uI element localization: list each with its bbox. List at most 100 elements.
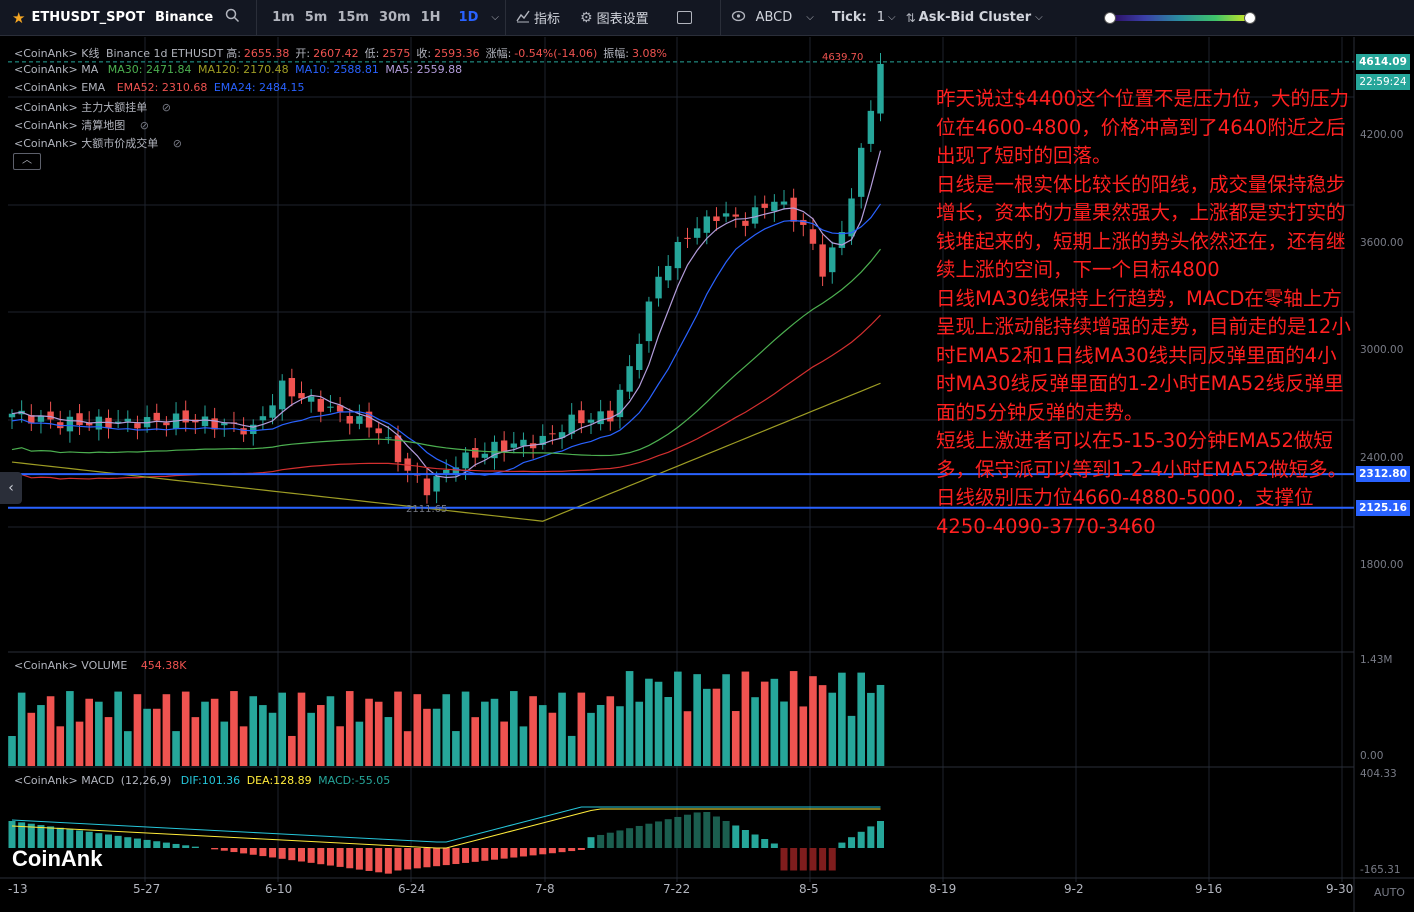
cluster-icon[interactable]: ⇅ <box>905 10 916 25</box>
volume-bar <box>249 696 258 766</box>
chevron-down-icon[interactable]: ⌵ <box>491 12 499 23</box>
macd-hist-bar <box>799 848 807 871</box>
eye-off-icon[interactable]: ⊘ <box>161 101 171 114</box>
volume-bar <box>56 726 65 766</box>
candle-body <box>713 216 720 222</box>
candle-body <box>317 398 324 412</box>
hline-price-tag-1[interactable]: 2312.80 <box>1356 466 1410 482</box>
eye-off-icon[interactable]: ⊘ <box>139 119 149 132</box>
candlestick-chart[interactable] <box>0 37 1414 912</box>
kline-open-label: 开: <box>295 47 311 60</box>
hidden-indicator-3[interactable]: <CoinAnk> 大额市价成交单 ⊘ <box>14 135 185 151</box>
search-icon[interactable] <box>225 8 240 27</box>
volume-bar <box>741 671 750 766</box>
candle-body <box>780 201 788 205</box>
screenshot-icon[interactable] <box>676 11 692 24</box>
macd-hist-bar <box>539 848 547 855</box>
macd-hist-bar <box>114 835 122 848</box>
hidden-indicator-1[interactable]: <CoinAnk> 主力大额挂单 ⊘ <box>14 99 174 115</box>
timeframe-1h[interactable]: 1H <box>420 10 441 25</box>
candle-body <box>37 415 45 422</box>
volume-bar <box>423 708 431 766</box>
macd-hist-bar <box>664 819 672 848</box>
indicators-icon[interactable] <box>516 9 530 27</box>
volume-bar <box>220 721 229 766</box>
macd-hist-bar <box>298 848 305 862</box>
price-axis-label: 2400.00 <box>1360 452 1404 464</box>
cluster-dropdown[interactable]: Ask-Bid Cluster <box>918 10 1032 25</box>
candle-body <box>336 405 344 412</box>
hidden-indicator-2[interactable]: <CoinAnk> 清算地图 ⊘ <box>14 117 152 133</box>
timeframe-30m[interactable]: 30m <box>378 10 411 25</box>
candle-body <box>153 412 160 421</box>
volume-label: <CoinAnk> VOLUME <box>14 659 128 672</box>
favorite-star-icon[interactable]: ★ <box>12 8 26 27</box>
current-price-tag: 4614.09 <box>1356 54 1410 70</box>
macd-hist-bar <box>867 826 875 848</box>
kline-legend: <CoinAnk> K线 Binance 1d ETHUSDT 高: 2655.38… <box>14 45 670 61</box>
volume-bar <box>606 696 615 766</box>
heatmap-color-range-slider[interactable] <box>1103 11 1256 24</box>
macd-hist-bar <box>191 846 199 848</box>
timeframe-15m[interactable]: 15m <box>337 10 369 25</box>
symbol-name[interactable]: ETHUSDT_SPOT <box>31 10 145 25</box>
collapse-legend-button[interactable]: ︿ <box>13 153 41 170</box>
volume-bar <box>66 691 74 766</box>
candle-body <box>491 441 498 459</box>
timeframe-1m[interactable]: 1m <box>272 10 295 25</box>
range-handle-left[interactable] <box>1103 11 1116 24</box>
volume-bar <box>751 697 759 766</box>
macd-hist-bar <box>336 848 344 867</box>
volume-bar <box>307 712 315 766</box>
macd-hist-bar <box>722 821 730 848</box>
time-axis-label: 5-27 <box>133 882 161 896</box>
macd-hist-bar <box>346 848 354 869</box>
auto-scale-button[interactable]: AUTO <box>1374 886 1405 899</box>
volume-bar <box>703 688 711 766</box>
macd-hist-bar <box>741 830 749 848</box>
volume-bar <box>519 726 528 766</box>
drawing-chevron-down-icon[interactable]: ⌵ <box>806 12 814 23</box>
candle-body <box>356 416 363 424</box>
macd-hist-bar <box>626 828 634 848</box>
chart-area[interactable] <box>0 37 1414 912</box>
macd-hist-bar <box>471 848 479 862</box>
macd-hist-bar <box>413 848 421 869</box>
volume-bar <box>616 706 624 766</box>
timeframe-1d[interactable]: 1D <box>458 10 479 25</box>
exchange-name[interactable]: Binance <box>154 10 214 25</box>
hline-price-tag-2[interactable]: 2125.16 <box>1356 500 1410 516</box>
volume-bar <box>471 717 479 766</box>
volume-bar <box>317 705 325 766</box>
timeframe-5m[interactable]: 5m <box>304 10 328 25</box>
indicators-button[interactable]: 指标 <box>533 12 560 27</box>
volume-bar <box>432 708 441 766</box>
candle-body <box>211 418 218 430</box>
time-axis-label: -13 <box>8 882 28 896</box>
eye-off-icon[interactable]: ⊘ <box>172 137 182 150</box>
kline-high-label: 高: <box>226 47 241 60</box>
volume-bar <box>876 684 885 766</box>
candle-body <box>751 207 759 224</box>
macd-hist-bar <box>838 842 846 848</box>
gear-icon[interactable]: ⚙ <box>580 9 593 26</box>
tick-chevron-down-icon[interactable]: ⌵ <box>888 12 896 23</box>
tick-value[interactable]: 1 <box>876 10 885 25</box>
volume-bar <box>191 717 200 766</box>
candle-body <box>742 220 749 226</box>
drawing-tool-icon[interactable] <box>731 10 746 26</box>
volume-bar <box>162 694 171 766</box>
volume-bar <box>413 694 422 766</box>
cluster-chevron-down-icon[interactable]: ⌵ <box>1035 12 1043 23</box>
macd-hist-bar <box>8 821 16 848</box>
candle-body <box>693 228 701 238</box>
chart-settings-button[interactable]: 图表设置 <box>596 12 649 27</box>
macd-hist-bar <box>375 848 383 873</box>
macd-params: (12,26,9) <box>120 774 172 787</box>
volume-bar <box>722 674 730 766</box>
macd-hist-bar <box>355 848 363 870</box>
scroll-left-button[interactable]: ‹ <box>0 472 22 504</box>
range-handle-right[interactable] <box>1243 11 1256 24</box>
drawing-pattern-label[interactable]: ABCD <box>755 10 793 25</box>
volume-bar <box>674 671 682 766</box>
